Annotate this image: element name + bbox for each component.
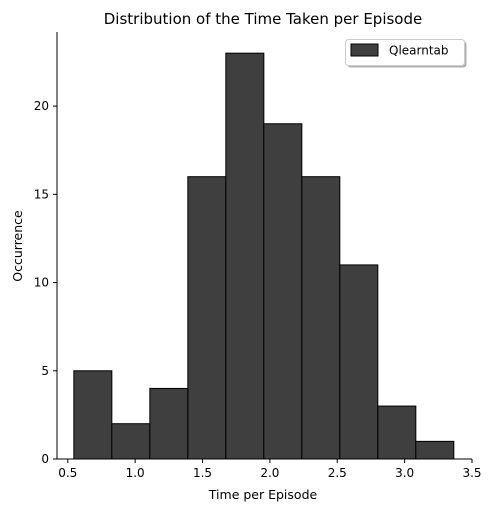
histogram-bar bbox=[378, 406, 416, 459]
x-tick-label: 2.0 bbox=[260, 466, 279, 480]
histogram-bar bbox=[74, 371, 112, 459]
x-tick-label: 1.5 bbox=[193, 466, 212, 480]
y-ticks-group: 0 5 10 15 20 bbox=[34, 99, 57, 466]
y-tick-label: 0 bbox=[41, 452, 49, 466]
histogram-bar bbox=[188, 177, 226, 459]
legend-swatch bbox=[351, 44, 378, 56]
histogram-bar bbox=[302, 177, 340, 459]
bars-group bbox=[74, 53, 454, 459]
x-tick-label: 2.5 bbox=[328, 466, 347, 480]
y-tick-label: 20 bbox=[34, 99, 49, 113]
y-axis-label: Occurrence bbox=[10, 210, 25, 282]
legend: Qlearntab bbox=[346, 40, 467, 68]
histogram-bar bbox=[112, 424, 150, 459]
histogram-bar bbox=[264, 124, 302, 459]
x-tick-label: 3.0 bbox=[395, 466, 414, 480]
y-tick-label: 5 bbox=[41, 364, 49, 378]
x-tick-label: 3.5 bbox=[462, 466, 481, 480]
histogram-bar bbox=[340, 265, 378, 459]
y-tick-label: 10 bbox=[34, 276, 49, 290]
y-tick-label: 15 bbox=[34, 187, 49, 201]
x-ticks-group: 0.5 1.0 1.5 2.0 2.5 3.0 3.5 bbox=[58, 459, 481, 480]
x-tick-label: 0.5 bbox=[58, 466, 77, 480]
histogram-bar bbox=[416, 441, 454, 459]
x-tick-label: 1.0 bbox=[126, 466, 145, 480]
histogram-bar bbox=[150, 388, 188, 459]
legend-label: Qlearntab bbox=[389, 44, 449, 58]
chart-title: Distribution of the Time Taken per Episo… bbox=[104, 10, 423, 28]
histogram-bar bbox=[226, 53, 264, 459]
x-axis-label: Time per Episode bbox=[208, 487, 318, 502]
